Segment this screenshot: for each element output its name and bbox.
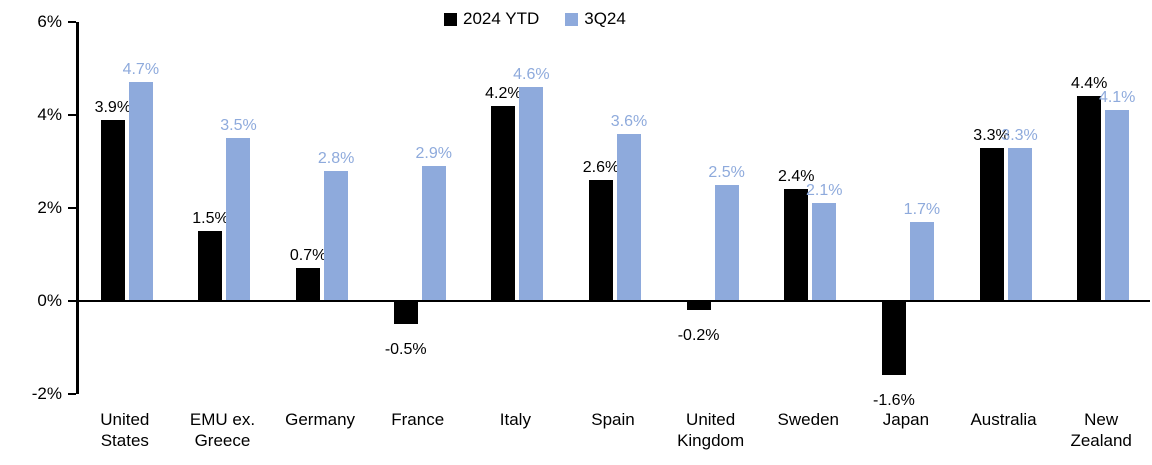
legend-label: 2024 YTD [463, 9, 540, 28]
bar-value-label: 4.4% [1070, 75, 1108, 93]
bar-3q24-united-kingdom [714, 184, 739, 301]
legend-swatch-icon [565, 12, 579, 26]
y-axis-tick [68, 20, 76, 24]
x-axis-category-label: Spain [591, 410, 635, 429]
bar-2024-ytd-spain [589, 180, 613, 301]
legend-item-2024-ytd: 2024 YTD [444, 9, 539, 29]
bar-2024-ytd-emu-ex-greece [198, 231, 223, 301]
bar-2024-ytd-new-zealand [1077, 96, 1102, 301]
bar-value-label: 4.7% [122, 61, 160, 79]
bar-value-label: 3.9% [94, 98, 132, 116]
bar-value-label: -1.6% [873, 392, 915, 410]
y-axis-line [76, 22, 79, 394]
bar-3q24-emu-ex-greece [226, 138, 251, 301]
bar-3q24-germany [324, 170, 349, 301]
x-axis-category-label: Sweden [777, 410, 839, 429]
bar-value-label: 3.6% [610, 112, 648, 130]
bar-value-label: 1.7% [903, 200, 941, 218]
bar-value-label: 3.3% [1001, 126, 1038, 144]
y-axis-tick [68, 299, 76, 303]
bar-3q24-japan [909, 221, 934, 301]
bar-3q24-united-states [128, 82, 153, 301]
bar-value-label: 2.1% [806, 182, 843, 200]
bar-3q24-spain [617, 133, 641, 301]
legend-item-3q24: 3Q24 [565, 9, 626, 29]
bar-value-label: 0.7% [289, 247, 327, 265]
bar-value-label: -0.2% [677, 327, 720, 345]
bar-value-label: -0.5% [384, 341, 427, 359]
bar-value-label: 2.9% [415, 145, 452, 163]
bar-value-label: 3.3% [973, 126, 1010, 144]
x-axis-category-label: EMU ex. Greece [189, 410, 256, 450]
legend-swatch-icon [444, 12, 457, 26]
bar-value-label: 4.6% [513, 66, 550, 84]
x-axis-category-label: France [391, 410, 445, 429]
y-axis-tick-label: 2% [37, 198, 62, 217]
bar-2024-ytd-australia [979, 147, 1004, 301]
bar-value-label: 4.2% [485, 84, 522, 102]
legend-label: 3Q24 [584, 9, 626, 28]
bar-3q24-france [421, 166, 446, 301]
bar-2024-ytd-sweden [784, 189, 809, 301]
y-axis-tick-label: 4% [37, 105, 62, 124]
y-axis-tick [68, 113, 76, 117]
bar-value-label: 3.5% [220, 117, 257, 135]
y-axis-tick [68, 392, 76, 396]
bar-2024-ytd-france [393, 301, 418, 325]
bar-3q24-sweden [812, 203, 837, 301]
x-axis-category-label: United Kingdom [677, 410, 745, 450]
bar-2024-ytd-italy [491, 105, 516, 301]
x-axis-category-label: Australia [970, 410, 1037, 429]
bar-2024-ytd-united-states [100, 119, 125, 301]
legend: 2024 YTD 3Q24 [444, 9, 626, 29]
bar-2024-ytd-united-kingdom [686, 301, 711, 311]
bar-value-label: 2.4% [778, 168, 815, 186]
bar-3q24-australia [1007, 147, 1032, 301]
x-axis-category-label: Italy [499, 410, 531, 429]
bar-value-label: 2.8% [317, 149, 355, 167]
zero-baseline [76, 299, 1150, 303]
y-axis-tick-label: -2% [31, 384, 62, 403]
y-axis-tick-label: 6% [37, 12, 62, 31]
bar-3q24-italy [519, 87, 544, 301]
x-axis-category-label: Germany [285, 410, 356, 429]
bar-value-label: 4.1% [1098, 89, 1136, 107]
bar-3q24-new-zealand [1105, 110, 1130, 301]
bar-value-label: 1.5% [192, 210, 229, 228]
bar-2024-ytd-japan [881, 301, 906, 376]
x-axis-category-label: Japan [882, 410, 930, 429]
bar-value-label: 2.5% [708, 163, 745, 181]
bar-value-label: 2.6% [582, 159, 620, 177]
x-axis-category-label: New Zealand [1070, 410, 1132, 450]
y-axis-tick [68, 206, 76, 210]
y-axis-tick-label: 0% [37, 291, 62, 310]
x-axis-category-label: United States [100, 410, 150, 450]
bar-2024-ytd-germany [296, 268, 321, 301]
